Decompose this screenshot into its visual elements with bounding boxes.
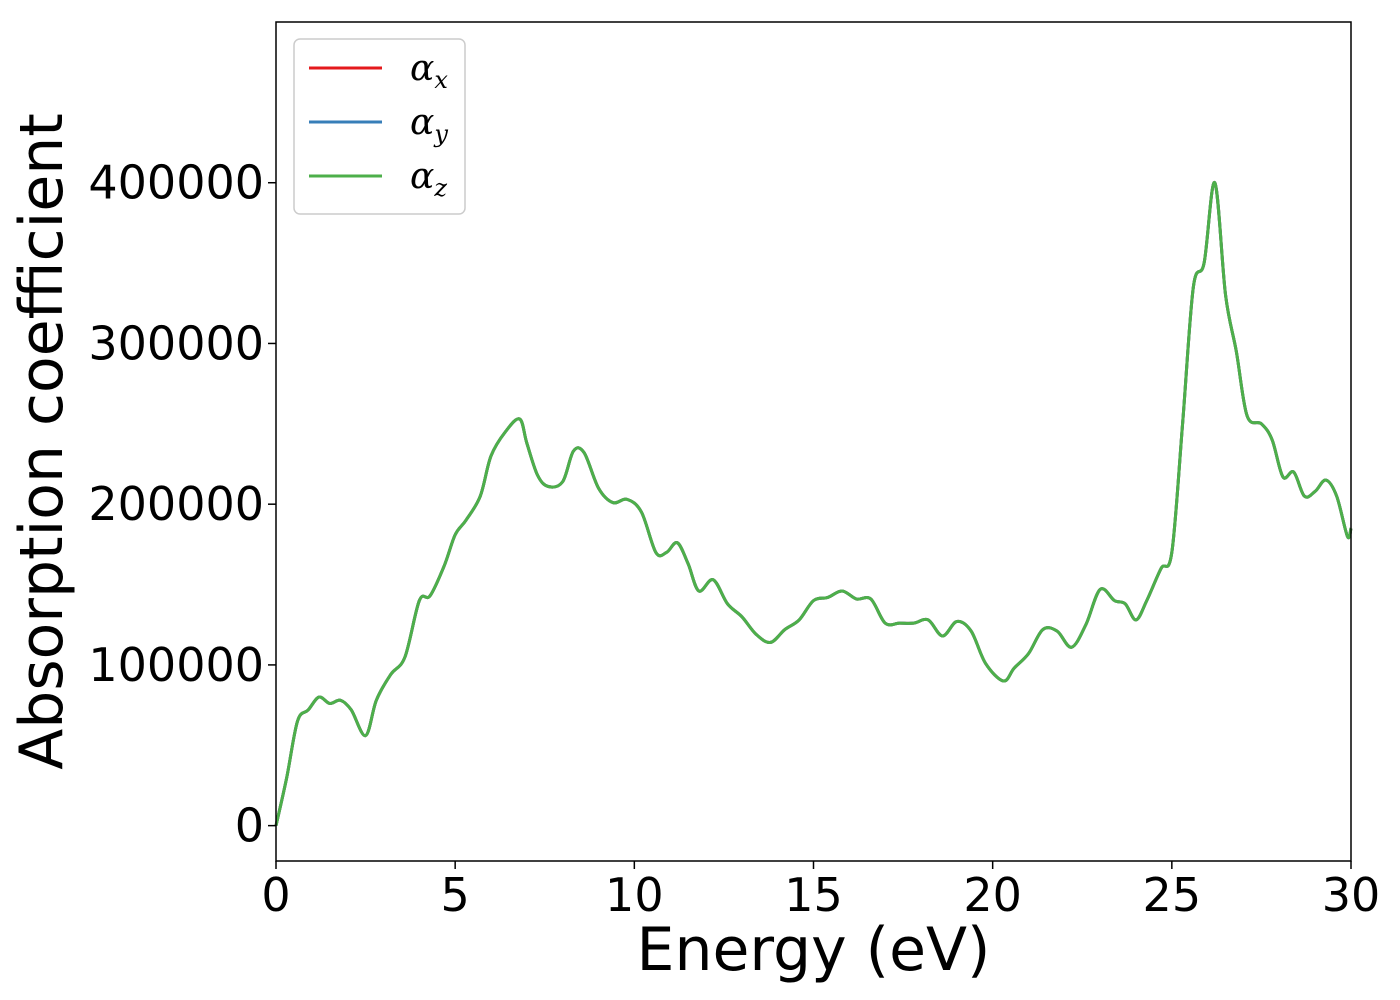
y-tick-label: 200000 <box>88 477 264 531</box>
series-line-alpha-y <box>274 181 1353 826</box>
series-line-alpha-z <box>274 181 1353 826</box>
x-tick-label: 25 <box>1143 868 1202 922</box>
legend-label-alpha-z: αz <box>410 156 447 202</box>
x-tick-label: 5 <box>441 868 470 922</box>
series-line-alpha-x <box>274 181 1353 826</box>
x-tick-label: 30 <box>1322 868 1381 922</box>
x-tick-label: 10 <box>605 868 664 922</box>
legend-box <box>293 38 466 215</box>
y-tick-label: 300000 <box>88 316 264 370</box>
legend-label-alpha-x: αx <box>410 48 448 94</box>
y-tick-label: 0 <box>235 799 264 853</box>
legend-label-alpha-y: αy <box>410 102 448 148</box>
x-tick-label: 20 <box>963 868 1022 922</box>
y-axis-label: Absorption coefficient <box>7 113 77 770</box>
x-axis-label: Energy (eV) <box>637 915 991 985</box>
legend: αx αy αz <box>293 38 466 215</box>
y-axis-ticks: 0 100000 200000 300000 400000 <box>88 156 276 853</box>
x-tick-label: 0 <box>261 868 290 922</box>
y-tick-label: 400000 <box>88 156 264 210</box>
y-tick-label: 100000 <box>88 638 264 692</box>
x-tick-label: 15 <box>784 868 843 922</box>
plot-lines <box>274 181 1353 826</box>
x-axis-ticks: 0 5 10 15 20 25 30 <box>261 861 1380 922</box>
